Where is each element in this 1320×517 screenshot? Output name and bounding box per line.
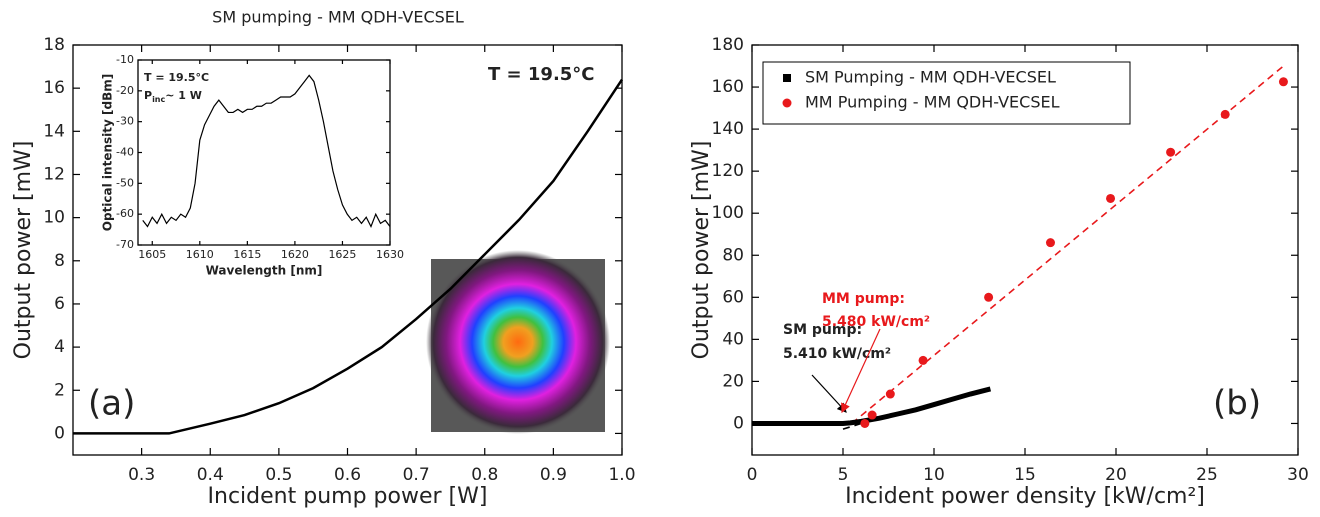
y-tick-label: 100	[712, 203, 744, 223]
x-tick-label: 1615	[233, 248, 261, 261]
data-point	[867, 410, 877, 420]
y-axis-label: Optical intensity [dBm]	[101, 74, 115, 231]
data-point	[1220, 109, 1230, 119]
y-tick-label: 4	[54, 337, 65, 357]
y-tick-label: 160	[712, 77, 744, 97]
x-axis-label: Incident power density [kW/cm²]	[845, 484, 1205, 509]
fit-line	[851, 65, 1284, 425]
annotation: 5.480 kW/cm²	[822, 314, 930, 330]
x-tick-label: 0.4	[197, 465, 224, 485]
panel-label: (a)	[88, 384, 135, 424]
y-tick-label: 0	[733, 413, 744, 433]
data-point	[1106, 193, 1116, 203]
x-tick-label: 10	[923, 465, 945, 485]
y-tick-label: 180	[712, 35, 744, 55]
beam-profile	[426, 250, 610, 434]
y-tick-label: -30	[116, 115, 134, 128]
annotation-suffix: ~ 1 W	[165, 89, 202, 102]
y-tick-label: 16	[43, 78, 65, 98]
annotation-subscript: inc	[152, 95, 165, 104]
x-tick-label: 1610	[186, 248, 214, 261]
y-tick-label: 18	[43, 35, 65, 55]
x-tick-label: 5	[838, 465, 849, 485]
data-point	[984, 292, 994, 302]
annotation-text: P	[144, 89, 152, 102]
x-tick-label: 0.6	[334, 465, 361, 485]
x-tick-label: 1625	[328, 248, 356, 261]
y-tick-label: -20	[116, 84, 134, 97]
x-tick-label: 30	[1287, 465, 1309, 485]
y-tick-label: 2	[54, 380, 65, 400]
x-tick-label: 20	[1105, 465, 1127, 485]
y-tick-label: 6	[54, 294, 65, 314]
plot-frame	[72, 44, 623, 456]
y-tick-label: 10	[43, 208, 65, 228]
y-tick-label: 120	[712, 161, 744, 181]
annotation: Pinc~ 1 W	[144, 89, 202, 104]
legend-label: SM Pumping - MM QDH-VECSEL	[805, 68, 1056, 87]
y-tick-label: 0	[54, 423, 65, 443]
y-axis-label: Output power [mW]	[689, 141, 714, 360]
y-tick-label: -60	[116, 207, 134, 220]
x-tick-label: 0.9	[540, 465, 567, 485]
y-tick-label: 80	[722, 245, 744, 265]
x-tick-label: 0.7	[403, 465, 430, 485]
panel-label: (b)	[1213, 384, 1261, 424]
plot-frame	[137, 59, 391, 246]
annotation: SM pump:	[783, 322, 862, 338]
y-tick-label: -10	[116, 53, 134, 66]
x-tick-label: 1.0	[608, 465, 635, 485]
annotation: T = 19.5°C	[488, 64, 595, 85]
data-point	[1045, 238, 1055, 248]
x-tick-label: 1630	[376, 248, 404, 261]
arrow	[841, 328, 881, 414]
x-tick-label: 0.3	[128, 465, 155, 485]
x-tick-label: 25	[1196, 465, 1218, 485]
x-tick-label: 15	[1014, 465, 1036, 485]
x-tick-label: 1620	[281, 248, 309, 261]
plot-frame	[751, 44, 1299, 456]
x-tick-label: 0	[747, 465, 758, 485]
arrow	[811, 374, 847, 413]
y-tick-label: 8	[54, 251, 65, 271]
data-line	[142, 74, 391, 228]
y-tick-label: 60	[722, 287, 744, 307]
y-tick-label: -50	[116, 176, 134, 189]
chart-title: SM pumping - MM QDH-VECSEL	[212, 8, 464, 27]
legend-label: MM Pumping - MM QDH-VECSEL	[805, 93, 1060, 112]
annotation: 5.410 kW/cm²	[783, 346, 891, 362]
y-axis-label: Output power [mW]	[11, 141, 36, 360]
y-tick-label: 12	[43, 164, 65, 184]
data-point	[1278, 77, 1288, 87]
data-point	[918, 355, 928, 365]
x-tick-label: 0.8	[471, 465, 498, 485]
annotation: T = 19.5°C	[144, 71, 209, 84]
legend-marker	[782, 98, 792, 108]
legend-marker	[783, 74, 791, 82]
data-point	[860, 418, 870, 428]
data-point	[1166, 147, 1176, 157]
y-tick-label: 40	[722, 329, 744, 349]
data-line	[73, 78, 624, 435]
data-point	[885, 389, 895, 399]
x-tick-label: 1605	[138, 248, 166, 261]
y-tick-label: -40	[116, 146, 134, 159]
data-line	[752, 386, 992, 426]
x-axis-label: Wavelength [nm]	[206, 264, 323, 278]
y-tick-label: -70	[116, 238, 134, 251]
y-tick-label: 14	[43, 121, 65, 141]
annotation: MM pump:	[822, 291, 905, 307]
x-axis-label: Incident pump power [W]	[208, 484, 488, 509]
legend-box	[762, 61, 1131, 125]
y-tick-label: 140	[712, 119, 744, 139]
y-tick-label: 20	[722, 371, 744, 391]
x-tick-label: 0.5	[265, 465, 292, 485]
